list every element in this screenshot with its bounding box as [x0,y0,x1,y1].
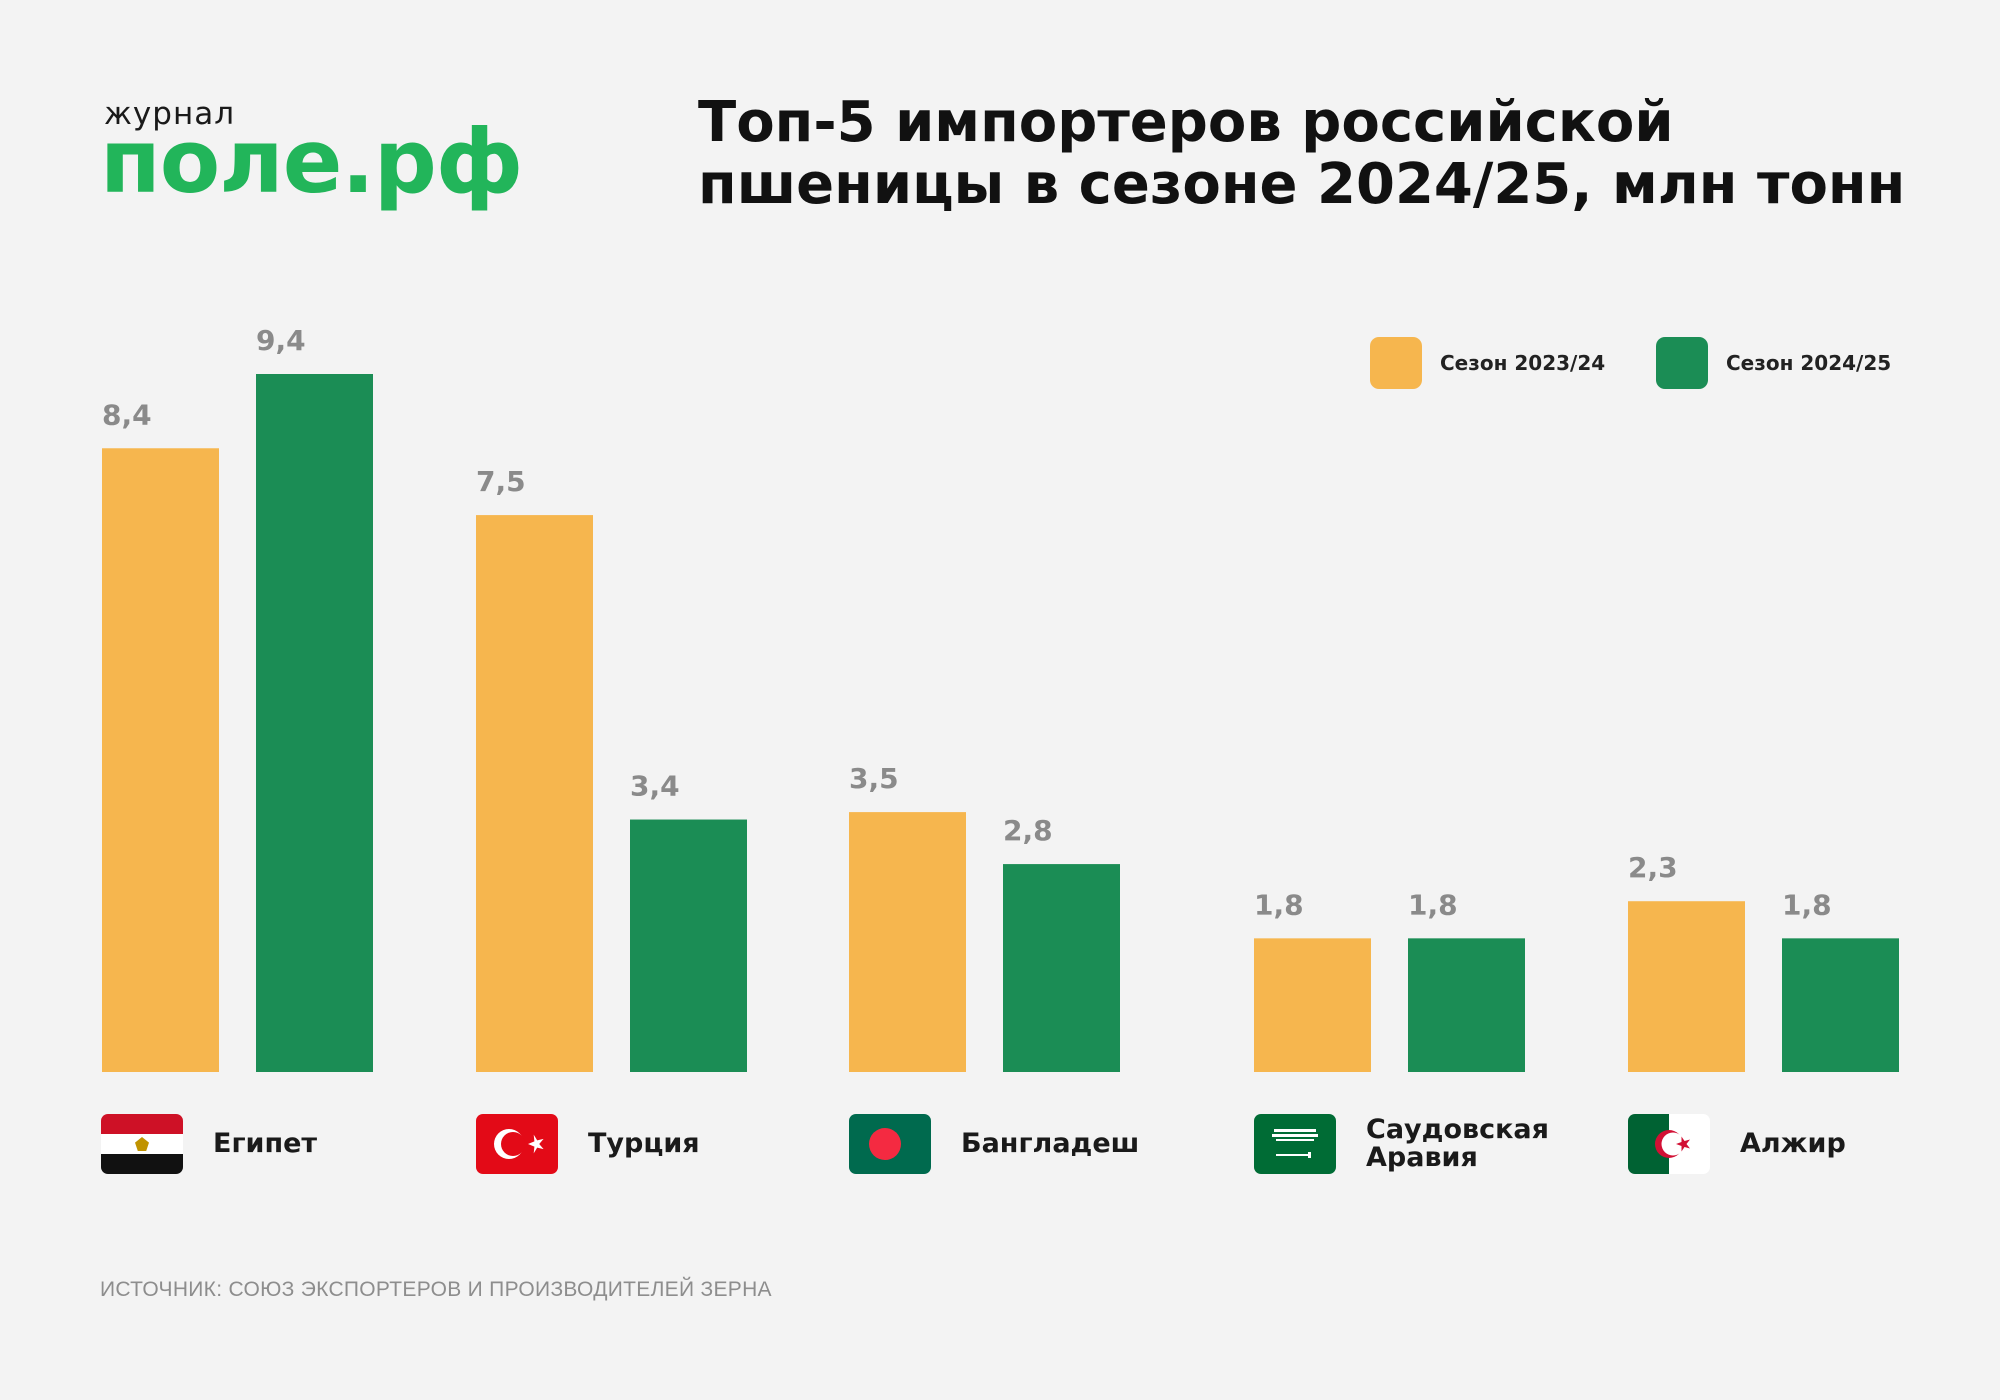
legend-label-2023-24: Сезон 2023/24 [1440,351,1606,375]
turkey-flag-icon [476,1114,558,1174]
country-name-egypt: Египет [213,1128,318,1159]
legend-swatch-2024-25 [1656,337,1708,389]
source-note: ИСТОЧНИК: СОЮЗ ЭКСПОРТЕРОВ И ПРОИЗВОДИТЕ… [100,1278,772,1301]
country-name-turkey: Турция [588,1128,700,1159]
value-label-2023-24-1: 7,5 [476,465,526,498]
country-bangladesh: Бангладеш [849,1113,1139,1175]
bar-2024-25-1 [630,819,747,1072]
legend-item-2023-24: Сезон 2023/24 [1370,337,1605,389]
chart-title-line-2: пшеницы в сезоне 2024/25, млн тонн [698,152,1906,217]
chart-title-line-1: Топ-5 импортеров российской [698,90,1674,155]
saudi-arabia-flag-icon [1254,1114,1336,1174]
value-label-2024-25-3: 1,8 [1408,888,1458,921]
value-label-2023-24-4: 2,3 [1628,851,1678,884]
value-label-2023-24-0: 8,4 [102,398,152,431]
country-name-saudi-arabia: Саудовская Аравия [1366,1114,1549,1173]
country-algeria: Алжир [1628,1113,1846,1175]
bar-2024-25-0 [256,374,373,1072]
country-name-bangladesh: Бангладеш [961,1128,1140,1159]
algeria-flag-icon [1628,1114,1710,1174]
value-label-2024-25-2: 2,8 [1003,814,1053,847]
bar-2023-24-4 [1628,901,1745,1072]
bar-2024-25-4 [1782,938,1899,1072]
value-label-2024-25-1: 3,4 [630,770,680,803]
legend-swatch-2023-24 [1370,337,1422,389]
bar-2023-24-3 [1254,938,1371,1072]
country-egypt: Египет [101,1113,317,1175]
value-label-2023-24-2: 3,5 [849,762,899,795]
legend: Сезон 2023/24 Сезон 2024/25 [1370,337,1970,389]
bar-2023-24-1 [476,515,593,1072]
bar-2024-25-3 [1408,938,1525,1072]
value-label-2024-25-4: 1,8 [1782,888,1832,921]
logo-subtitle: журнал [104,96,236,132]
legend-label-2024-25: Сезон 2024/25 [1726,351,1892,375]
egypt-flag-icon [101,1114,183,1174]
bangladesh-flag-icon [849,1114,931,1174]
chart-title: Топ-5 импортеров российской пшеницы в се… [698,92,1958,216]
logo-wordmark: поле.рф [100,110,523,213]
bar-2023-24-0 [102,448,219,1072]
bar-2023-24-2 [849,812,966,1072]
bar-2024-25-2 [1003,864,1120,1072]
country-name-algeria: Алжир [1740,1128,1846,1159]
country-turkey: Турция [476,1113,700,1175]
country-labels: Египет Турция Бангладеш Саудовска [0,1113,2000,1175]
bar-chart: 8,4 9,4 7,5 3,4 3,5 2,8 1,8 1,8 2,3 1,8 [102,324,1899,1072]
legend-item-2024-25: Сезон 2024/25 [1656,337,1891,389]
value-label-2023-24-3: 1,8 [1254,888,1304,921]
country-saudi-arabia: Саудовская Аравия [1254,1113,1566,1175]
value-label-2024-25-0: 9,4 [256,324,306,357]
